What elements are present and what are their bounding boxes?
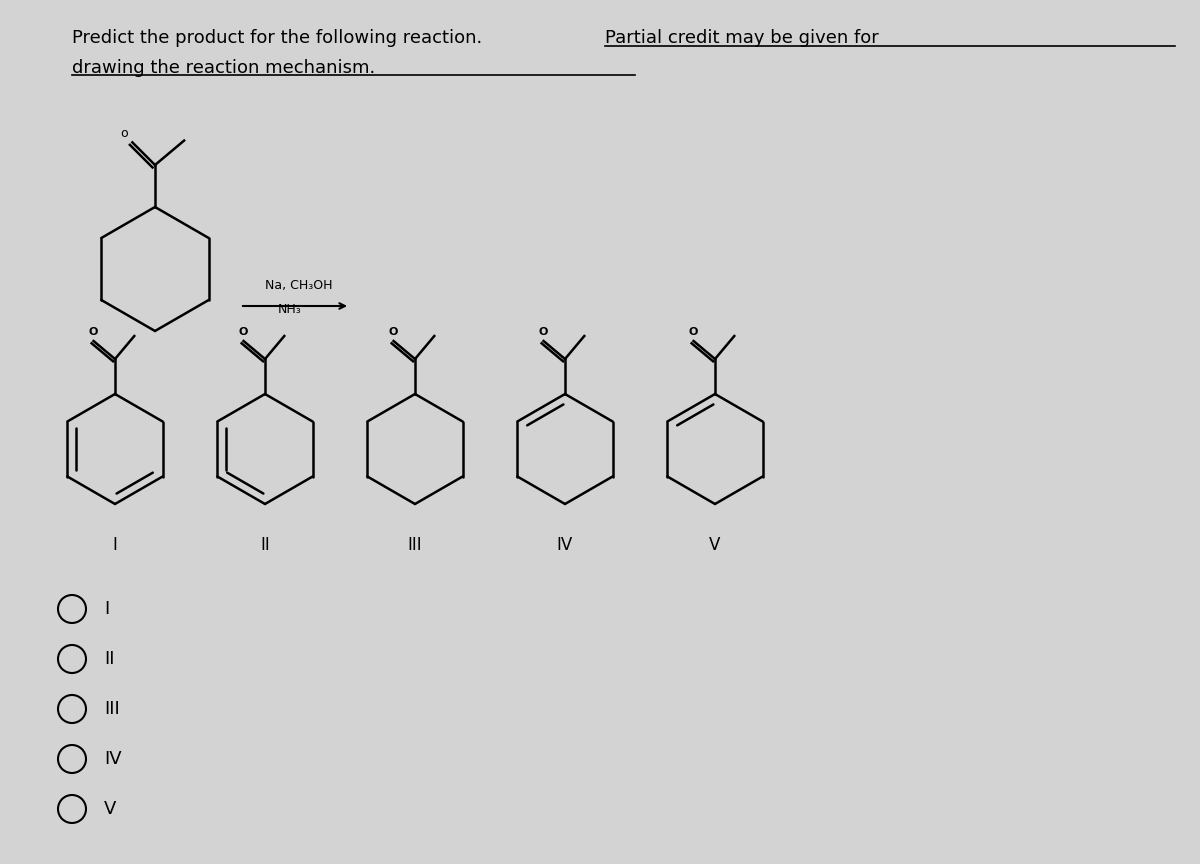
Text: III: III	[408, 536, 422, 554]
Text: IV: IV	[104, 750, 121, 768]
Text: O: O	[689, 327, 698, 337]
Text: Na, CH₃OH: Na, CH₃OH	[265, 279, 332, 292]
Text: o: o	[121, 127, 128, 140]
Text: V: V	[709, 536, 721, 554]
Text: II: II	[260, 536, 270, 554]
Text: V: V	[104, 800, 116, 818]
Text: O: O	[89, 327, 98, 337]
Text: O: O	[239, 327, 248, 337]
Text: O: O	[539, 327, 548, 337]
Text: NH₃: NH₃	[278, 303, 301, 316]
Text: I: I	[104, 600, 109, 618]
Text: IV: IV	[557, 536, 574, 554]
Text: Predict the product for the following reaction.: Predict the product for the following re…	[72, 29, 488, 47]
Text: Partial credit may be given for: Partial credit may be given for	[605, 29, 878, 47]
Text: drawing the reaction mechanism.: drawing the reaction mechanism.	[72, 59, 376, 77]
Text: II: II	[104, 650, 114, 668]
Text: III: III	[104, 700, 120, 718]
Text: O: O	[389, 327, 398, 337]
Text: I: I	[113, 536, 118, 554]
